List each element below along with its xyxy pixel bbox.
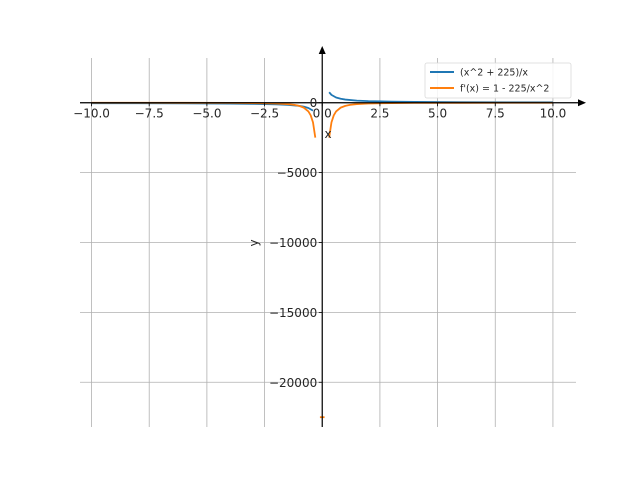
axes xyxy=(80,46,586,427)
legend: (x^2 + 225)/x f'(x) = 1 - 225/x^2 xyxy=(424,62,572,99)
x-axis-arrow-icon xyxy=(578,99,586,107)
legend-label-series-1: (x^2 + 225)/x xyxy=(460,68,528,79)
tick-labels: −10.0 −7.5 −5.0 −2.5 0.0 2.5 5.0 7.5 10.0 0 −5000 −… xyxy=(73,96,566,390)
x-tick-label: 0.0 xyxy=(313,107,332,121)
y-axis-label: y xyxy=(247,239,261,246)
x-tick-label: −2.5 xyxy=(250,107,279,121)
y-tick-label: −20000 xyxy=(269,376,317,390)
x-axis-label: x xyxy=(324,127,331,141)
x-tick-label: −10.0 xyxy=(73,107,110,121)
y-tick-label: −15000 xyxy=(269,306,317,320)
y-tick-label: −5000 xyxy=(277,166,318,180)
x-tick-label: −5.0 xyxy=(192,107,221,121)
y-tick-label: 0 xyxy=(310,96,318,110)
legend-label-series-2: f'(x) = 1 - 225/x^2 xyxy=(460,84,549,95)
x-tick-label: 2.5 xyxy=(370,107,389,121)
x-tick-label: 10.0 xyxy=(540,107,567,121)
x-tick-label: −7.5 xyxy=(135,107,164,121)
x-tick-label: 5.0 xyxy=(428,107,447,121)
legend-box xyxy=(424,62,572,99)
y-tick-label: −10000 xyxy=(269,236,317,250)
x-tick-label: 7.5 xyxy=(486,107,505,121)
y-axis-arrow-icon xyxy=(318,46,326,54)
